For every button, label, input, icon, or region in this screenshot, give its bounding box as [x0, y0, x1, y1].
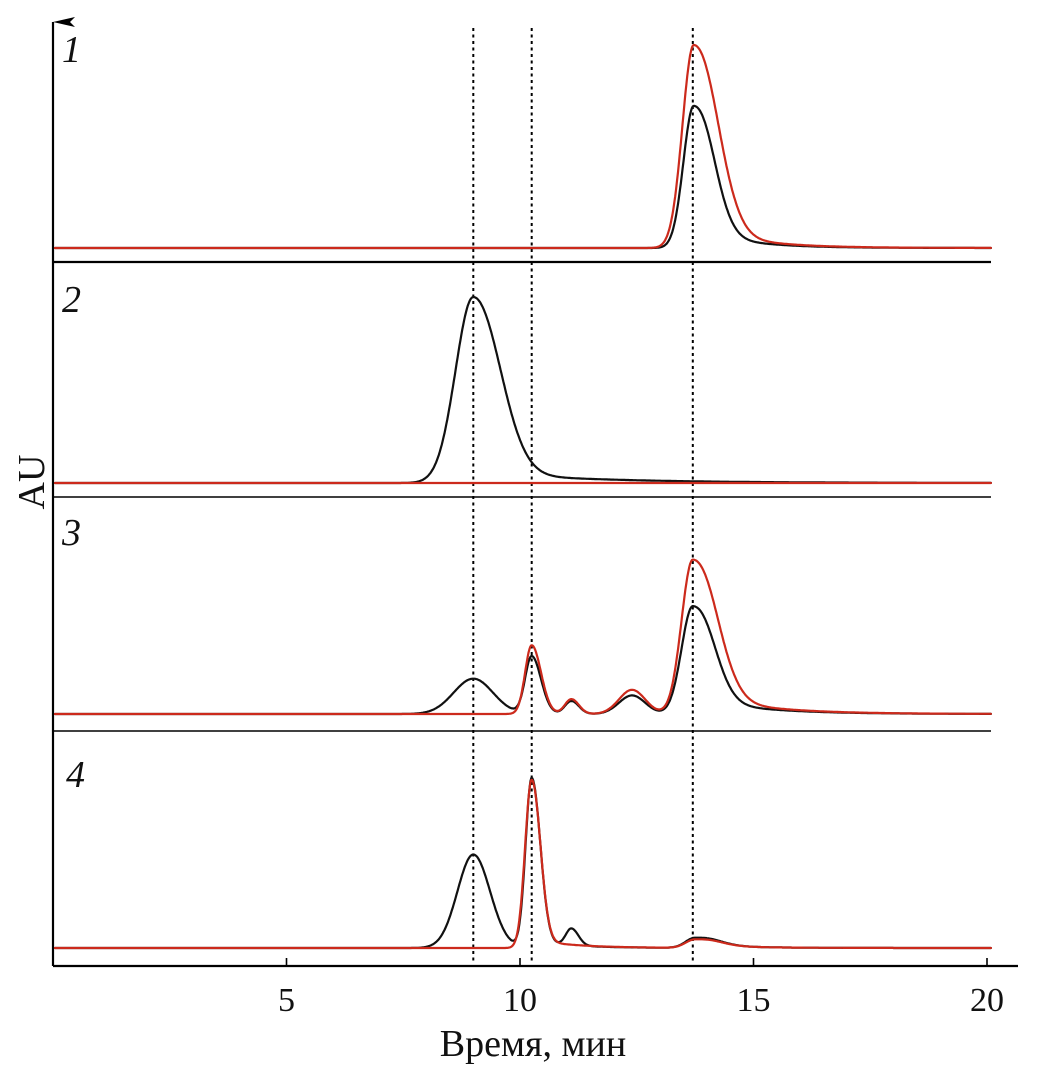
panel-label-2: 2: [62, 279, 81, 321]
x-axis-title: Время, мин: [440, 1023, 626, 1065]
x-tick-label: 10: [503, 982, 537, 1019]
trace-panel-2-black: [53, 295, 992, 485]
y-axis-title: AU: [11, 455, 53, 510]
panel-label-1: 1: [62, 29, 81, 71]
trace-panel-3-black: [53, 605, 992, 716]
x-axis-ticks: 5 10 15 20: [278, 958, 1004, 1019]
panel-labels: 1 2 3 4: [61, 29, 85, 796]
trace-panel-4-red: [53, 778, 992, 950]
panel-label-4: 4: [66, 754, 85, 796]
trace-panel-1-black: [53, 104, 992, 250]
panel-label-3: 3: [61, 512, 81, 554]
chromatogram-traces: [53, 43, 992, 950]
x-tick-label: 20: [970, 982, 1004, 1019]
trace-panel-1-red: [53, 43, 992, 250]
x-tick-label: 15: [737, 982, 771, 1019]
x-tick-label: 5: [278, 982, 295, 1019]
trace-panel-3-red: [53, 558, 992, 716]
reference-lines: [472, 28, 694, 963]
trace-panel-4-black: [53, 776, 992, 950]
